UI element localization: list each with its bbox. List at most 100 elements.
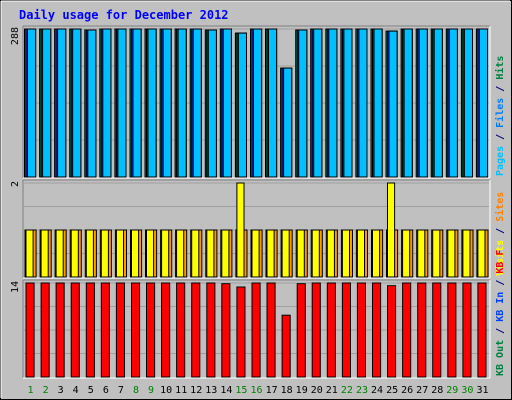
x-tick-label-21: 21 [326,385,338,396]
bar-visits-day-22 [341,229,350,278]
bar-pages-day-9 [147,28,157,178]
legend-item: Sites [494,192,506,228]
panel-ymax-label: 288 [10,27,21,45]
bar-pages-day-23 [358,28,368,178]
bar-kb-f-day-4 [70,282,80,378]
bar-kb-f-day-5 [85,282,95,378]
bar-kb-f-day-21 [326,282,336,378]
bar-pages-day-7 [117,28,127,178]
legend-item: Pages [495,146,506,176]
bar-pages-day-12 [192,28,202,178]
bar-visits-day-31 [477,229,486,278]
bar-kb-f-day-25 [387,285,397,378]
bar-visits-day-5 [85,229,94,278]
legend-item: KB F [495,250,506,280]
bar-visits-day-18 [281,229,290,278]
bar-visits-day-6 [100,229,109,278]
panel-ymax-label: 2 [10,181,21,187]
bar-pages-day-5 [87,29,97,178]
legend-item: / [495,228,506,240]
x-tick-label-18: 18 [281,385,293,396]
x-tick-label-28: 28 [431,385,443,396]
bar-kb-f-day-19 [296,283,306,378]
panel-legend: Pages / Files / Hits [494,56,506,176]
panel-legend: KB Out / KB In / KB F [495,250,506,376]
x-tick-label-24: 24 [371,385,383,396]
bar-kb-f-day-27 [417,282,427,378]
panel-bottom: 14 KB Out / KB In / KB F [10,250,506,379]
bar-kb-f-day-9 [146,282,156,378]
bar-pages-day-6 [102,28,112,178]
bar-pages-day-26 [403,28,413,178]
bar-visits-day-13 [206,229,215,278]
bar-pages-day-13 [207,29,217,178]
x-tick-label-2: 2 [43,385,49,396]
bar-visits-day-4 [70,229,79,278]
bar-visits-day-27 [417,229,426,278]
bar-pages-day-17 [268,28,278,178]
bar-kb-f-day-14 [221,283,231,378]
x-tick-label-10: 10 [160,385,172,396]
x-tick-label-4: 4 [73,385,79,396]
bar-pages-day-2 [42,28,52,178]
bar-visits-day-16 [251,229,260,278]
bar-visits-day-29 [447,229,456,278]
x-tick-label-13: 13 [205,385,217,396]
bar-pages-day-10 [162,28,172,178]
x-tick-label-19: 19 [296,385,308,396]
bar-kb-f-day-28 [432,282,442,378]
bar-pages-day-22 [343,28,353,178]
bar-pages-day-30 [463,28,473,178]
bar-visits-day-19 [296,229,305,278]
bar-kb-f-day-31 [477,282,487,378]
bar-visits-day-30 [462,229,471,278]
bar-pages-day-28 [433,28,443,178]
bar-visits-day-14 [221,229,230,278]
bar-pages-day-20 [313,28,323,178]
x-tick-label-23: 23 [356,385,368,396]
bar-visits-day-25 [387,182,396,278]
x-tick-label-9: 9 [148,385,154,396]
bar-visits-day-11 [176,229,185,278]
bar-kb-f-day-12 [191,282,201,378]
bar-pages-day-11 [177,28,187,178]
bar-kb-f-day-13 [206,282,216,378]
x-tick-label-5: 5 [88,385,94,396]
legend-item: Visits [494,240,506,276]
x-tick-label-30: 30 [461,385,473,396]
bar-kb-f-day-30 [462,282,472,378]
bar-pages-day-31 [478,28,488,178]
x-tick-label-31: 31 [476,385,488,396]
chart-title: Daily usage for December 2012 [19,8,229,22]
bar-kb-f-day-22 [341,282,351,378]
bar-pages-day-1 [27,28,37,178]
bar-pages-day-25 [388,30,398,178]
x-tick-label-14: 14 [220,385,232,396]
bar-kb-f-day-11 [176,282,186,378]
bar-pages-day-3 [57,28,67,178]
x-tick-label-12: 12 [190,385,202,396]
bar-pages-day-19 [298,29,308,178]
bar-visits-day-3 [55,229,64,278]
bar-visits-day-21 [326,229,335,278]
bar-pages-day-21 [328,28,338,178]
x-tick-label-25: 25 [386,385,398,396]
x-tick-label-15: 15 [235,385,247,396]
bar-kb-f-day-23 [356,282,366,378]
x-tick-label-1: 1 [27,385,33,396]
bar-visits-day-17 [266,229,275,278]
bar-pages-day-4 [72,28,82,178]
panel-top: 288 Pages / Files / Hits [10,25,506,179]
bar-kb-f-day-26 [402,282,412,378]
bar-kb-f-day-7 [115,282,126,378]
bar-visits-day-8 [131,229,140,278]
bar-pages-day-24 [373,28,383,178]
bar-visits-day-7 [115,229,125,278]
panel-legend: Visits / Sites [494,192,506,276]
x-tick-label-8: 8 [133,385,139,396]
bar-kb-f-day-1 [25,282,35,378]
x-tick-label-11: 11 [175,385,187,396]
bar-kb-f-day-18 [281,314,291,378]
bar-visits-day-12 [191,229,200,278]
